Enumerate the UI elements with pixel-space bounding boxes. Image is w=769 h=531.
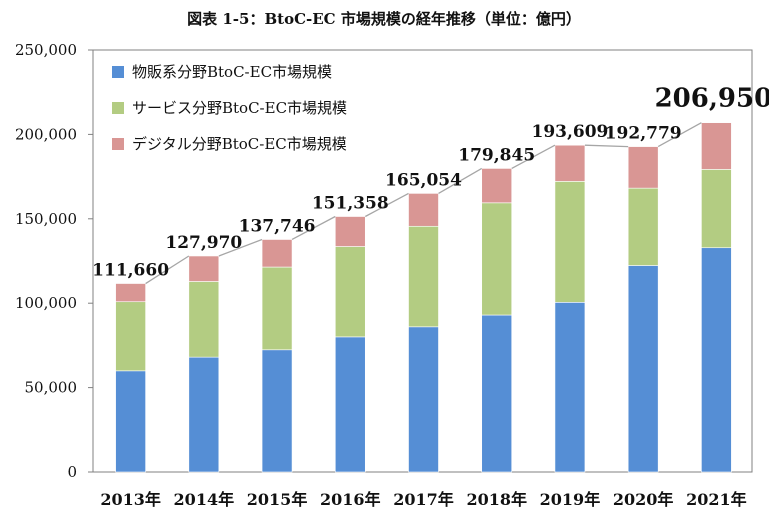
total-connector-line [218,238,263,257]
bar-segment-2 [701,169,732,249]
bar-segment-3 [334,216,366,247]
plot-area: 0 50,000 100,000 150,000 200,000 250,000 2013年… [15,41,769,509]
bar-segment-3 [627,146,659,189]
total-connector-line [291,215,336,241]
x-tick-label: 2016年 [320,490,381,509]
total-connector-line [145,255,190,285]
bar-segment-1 [408,326,439,473]
bar-segment-2 [334,246,366,338]
y-tick-label: 100,000 [15,294,77,312]
bar-segment-3 [261,239,293,268]
bar-segment-2 [481,202,513,316]
total-connector-line [511,144,556,169]
bar-segment-1 [261,349,293,473]
total-label: 127,970 [165,233,242,253]
legend-swatch [112,66,124,78]
bar-segment-2 [408,225,439,328]
bar-segment-2 [261,266,293,351]
bar-segment-2 [627,187,659,266]
y-tick-label: 200,000 [15,125,77,143]
x-tick-label: 2019年 [540,490,601,509]
bar-segment-2 [554,181,586,303]
total-connector-line [657,122,702,148]
total-connector-line [438,167,483,194]
legend-label: サービス分野BtoC-EC市場規模 [132,99,347,117]
bar-segment-3 [481,168,513,204]
bar-segment-1 [334,336,366,473]
bar-segment-1 [701,247,732,473]
total-label: 179,845 [458,145,535,165]
total-label: 111,660 [92,261,169,281]
x-tick-label: 2017年 [393,490,454,509]
total-label: 206,950 [655,84,769,114]
chart-title: 図表 1-5：BtoC-EC 市場規模の経年推移（単位：億円） [187,10,581,28]
total-label: 137,746 [239,216,316,236]
bar-segment-1 [115,370,146,473]
x-tick-label: 2021年 [686,490,747,509]
legend-label: 物販系分野BtoC-EC市場規模 [132,63,332,81]
bar-segment-3 [554,144,586,182]
x-tick-label: 2018年 [466,490,527,509]
legend-label: デジタル分野BtoC-EC市場規模 [132,135,347,153]
bar-segment-3 [701,122,732,170]
bar-segment-3 [115,283,146,303]
legend-swatch [112,138,124,150]
bar-segment-1 [627,265,659,473]
bar-segment-2 [115,301,146,372]
bar-segment-3 [188,255,220,282]
total-connector-line [584,144,629,148]
x-tick-label: 2013年 [100,490,161,509]
y-tick-label: 150,000 [15,210,77,228]
bar-segment-2 [188,281,220,358]
total-label: 192,779 [605,124,682,144]
y-tick-label: 0 [67,463,77,481]
total-connector-line [364,192,409,218]
y-tick-label: 50,000 [25,379,78,397]
bar-segment-3 [408,193,439,227]
y-tick-label: 250,000 [15,41,77,59]
bar-segment-1 [481,314,513,473]
x-tick-label: 2014年 [174,490,235,509]
bar-segment-1 [554,302,586,473]
total-label: 165,054 [385,170,462,190]
bar-segment-1 [188,356,220,473]
legend-swatch [112,102,124,114]
x-tick-label: 2020年 [613,490,674,509]
total-label: 193,609 [531,122,608,142]
total-label: 151,358 [312,194,389,214]
x-tick-label: 2015年 [247,490,308,509]
